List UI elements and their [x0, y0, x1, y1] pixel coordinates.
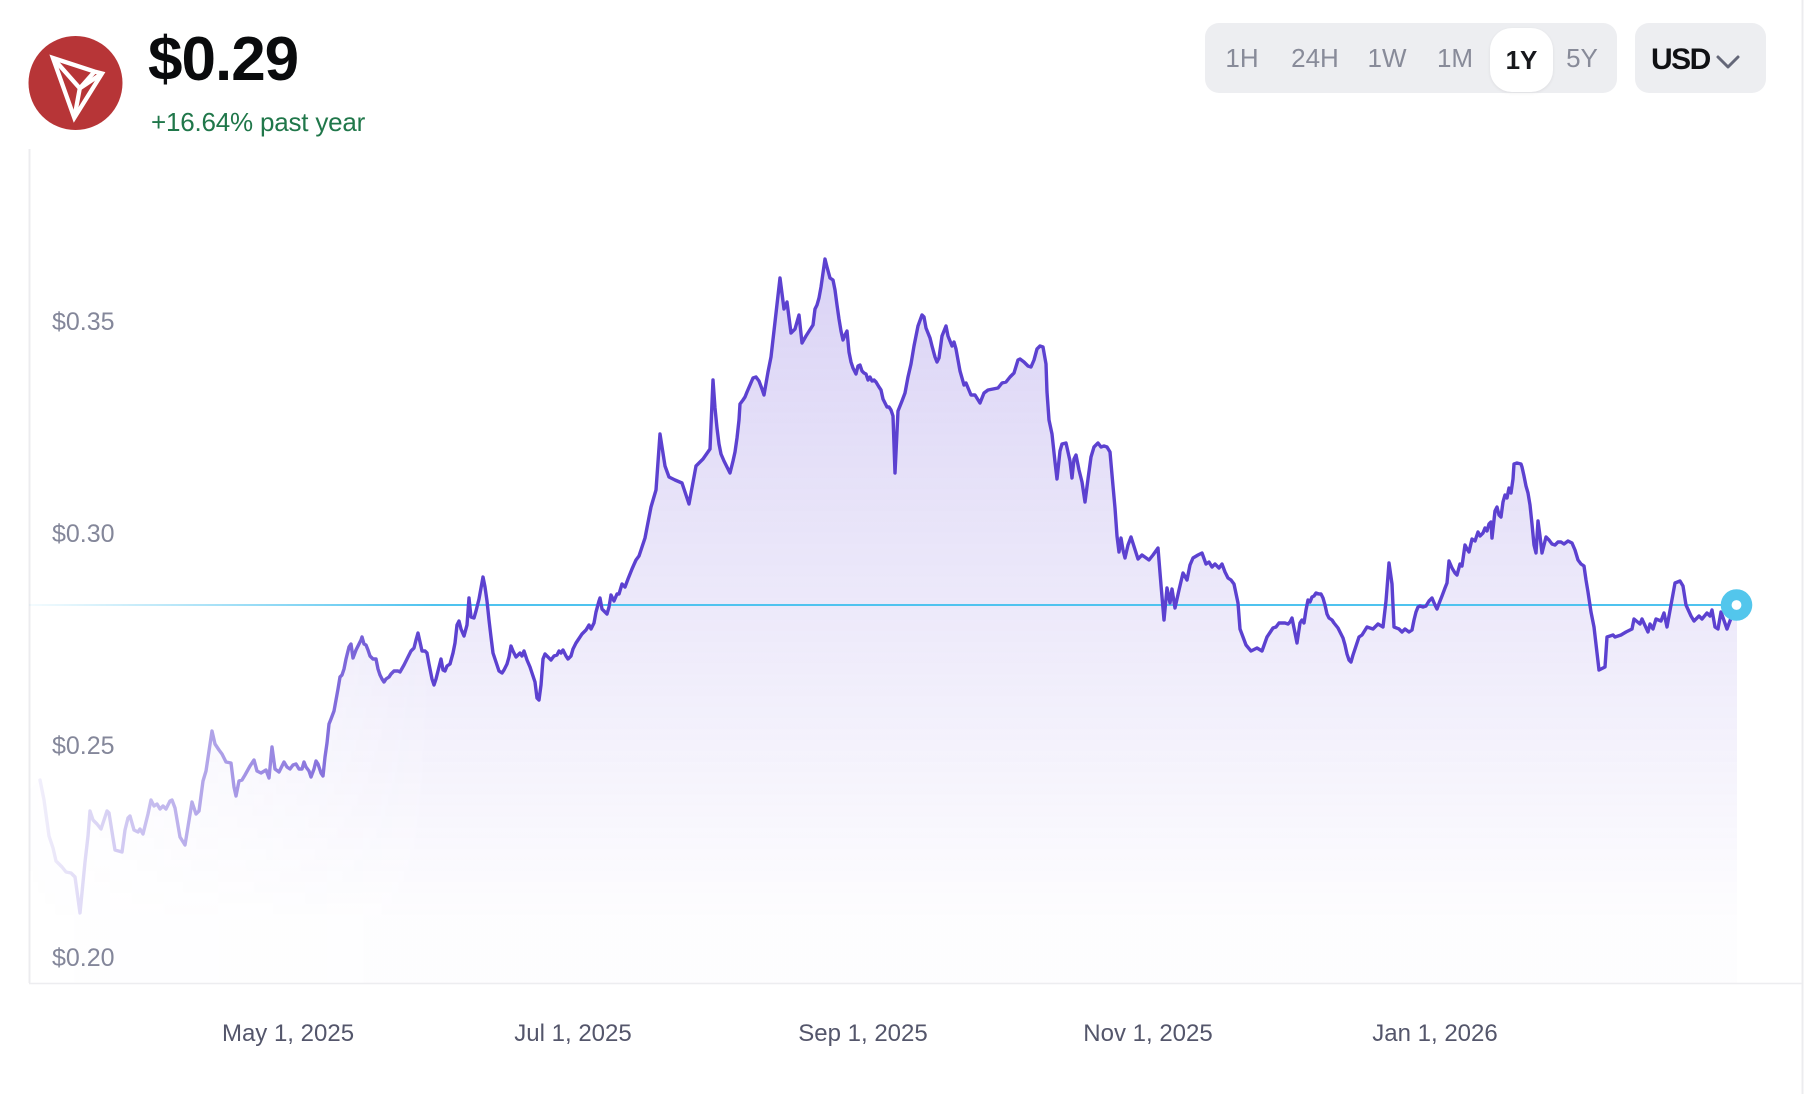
svg-text:Jul 1, 2025: Jul 1, 2025	[514, 1020, 631, 1047]
svg-text:Sep 1, 2025: Sep 1, 2025	[798, 1020, 927, 1047]
svg-text:$0.35: $0.35	[52, 308, 115, 336]
svg-text:Nov 1, 2025: Nov 1, 2025	[1083, 1020, 1212, 1047]
svg-text:$0.30: $0.30	[52, 520, 115, 548]
svg-text:May 1, 2025: May 1, 2025	[222, 1020, 354, 1047]
svg-text:$0.25: $0.25	[52, 732, 115, 760]
svg-text:Jan 1, 2026: Jan 1, 2026	[1372, 1020, 1497, 1047]
